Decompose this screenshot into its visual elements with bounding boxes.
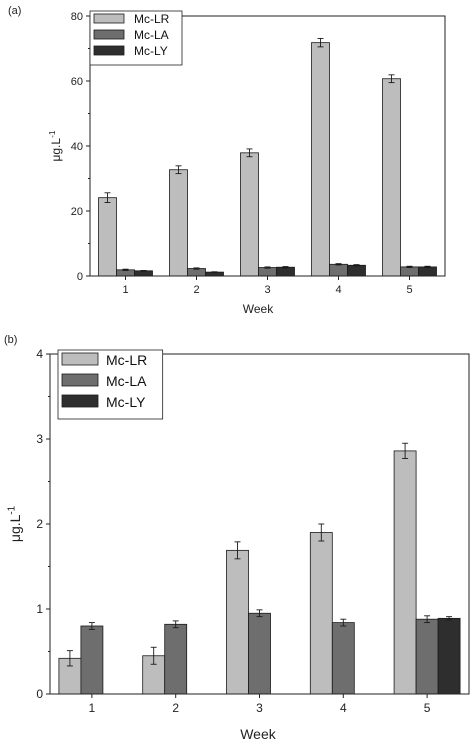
bar-mc-la-week-5 — [400, 266, 419, 277]
error-bar-mc-la-week-1 — [88, 622, 95, 630]
bar-mc-ly-week-3 — [276, 266, 295, 277]
error-bar-mc-lr-week-4 — [318, 523, 325, 542]
error-bar-mc-ly-week-4 — [353, 264, 360, 267]
bar-mc-ly-week-5 — [418, 266, 437, 277]
bar-mc-lr-week-2 — [169, 169, 188, 277]
error-bar-mc-la-week-3 — [264, 266, 271, 269]
y-axis-title-unit: μg.L — [7, 514, 23, 542]
error-bar-mc-lr-week-2 — [175, 165, 182, 175]
error-bar-mc-la-week-2 — [193, 267, 200, 270]
legend-label-mc-lr: Mc-LR — [134, 12, 170, 26]
bar-mc-lr-week-1 — [98, 197, 117, 277]
error-bar-mc-ly-week-1 — [140, 270, 147, 272]
bar-mc-lr-week-3 — [226, 549, 249, 695]
bar-mc-la-week-3 — [248, 612, 271, 695]
legend-label-mc-la: Mc-LA — [106, 373, 147, 389]
error-bar-mc-lr-week-3 — [246, 148, 253, 158]
error-bar-mc-la-week-4 — [340, 618, 347, 627]
legend-swatch-mc-lr — [93, 13, 125, 24]
error-bar-mc-la-week-5 — [406, 265, 413, 268]
y-tick-label: 0 — [36, 687, 43, 701]
y-tick-label: 2 — [36, 517, 43, 531]
y-tick-label: 60 — [71, 76, 83, 88]
legend-swatch-mc-ly — [93, 45, 125, 56]
error-bar-mc-ly-week-5 — [446, 616, 453, 621]
y-tick-label: 0 — [77, 271, 83, 283]
bar-mc-la-week-5 — [415, 618, 439, 695]
x-tick-label: 2 — [193, 284, 199, 296]
error-bar-mc-la-week-5 — [424, 615, 431, 624]
legend-label-mc-ly: Mc-LY — [106, 394, 146, 410]
error-bar-mc-la-week-1 — [122, 268, 129, 271]
x-tick-label: 5 — [424, 701, 431, 715]
error-bar-mc-lr-week-4 — [317, 37, 324, 48]
bar-mc-la-week-2 — [187, 268, 206, 277]
bar-mc-lr-week-4 — [309, 532, 333, 695]
y-axis-title-unit: μg.L — [49, 138, 63, 162]
panel-label: (a) — [8, 5, 21, 17]
error-bar-mc-lr-week-5 — [388, 74, 395, 84]
error-bar-mc-ly-week-2 — [211, 271, 218, 273]
chart-panel-a: (a) 0 20 40 60 80 1 2 3 4 5 Week μg.L-1 Mc-LR Mc-LA Mc-… — [0, 0, 474, 330]
y-tick-label: 4 — [36, 347, 43, 361]
error-bar-mc-lr-week-2 — [150, 646, 157, 665]
x-tick-label: 4 — [340, 701, 347, 715]
chart-b-svg: (b) 0 1 2 3 4 1 2 3 4 5 Week μg.L-1 Mc-LR Mc-LA Mc-LY — [4, 334, 470, 742]
legend-swatch-mc-la — [61, 373, 99, 387]
chart-panel-b: (b) 0 1 2 3 4 1 2 3 4 5 Week μg.L-1 Mc-LR Mc-LA Mc-LY — [0, 330, 474, 746]
y-axis-title-superscript: -1 — [6, 506, 17, 515]
bar-mc-la-week-2 — [164, 623, 188, 695]
error-bar-mc-ly-week-3 — [282, 266, 289, 269]
error-bar-mc-la-week-4 — [335, 263, 342, 266]
y-axis-title-superscript: -1 — [47, 130, 57, 138]
x-tick-label: 4 — [335, 284, 341, 296]
bar-mc-ly-week-4 — [347, 264, 366, 277]
error-bar-mc-ly-week-5 — [424, 265, 431, 268]
y-axis-title: μg.L-1 — [6, 506, 23, 542]
x-tick-label: 3 — [256, 701, 263, 715]
error-bar-mc-lr-week-1 — [104, 192, 111, 204]
error-bar-mc-la-week-3 — [256, 609, 263, 618]
error-bar-mc-lr-week-3 — [234, 541, 241, 560]
error-bar-mc-lr-week-5 — [402, 442, 409, 460]
x-tick-label: 2 — [172, 701, 179, 715]
legend-label-mc-lr: Mc-LR — [106, 352, 147, 368]
chart-a-svg: (a) 0 20 40 60 80 1 2 3 4 5 Week μg.L-1 Mc-LR Mc-LA Mc-… — [8, 5, 446, 316]
legend-label-mc-la: Mc-LA — [134, 28, 169, 42]
y-tick-label: 40 — [71, 141, 83, 153]
y-axis-title: μg.L-1 — [47, 130, 63, 161]
y-tick-label: 20 — [71, 206, 83, 218]
bar-mc-ly-week-5 — [437, 617, 461, 695]
legend-label-mc-ly: Mc-LY — [134, 44, 168, 58]
bar-mc-lr-week-5 — [393, 450, 417, 695]
error-bar-mc-lr-week-1 — [66, 650, 73, 667]
bar-mc-la-week-3 — [258, 267, 277, 277]
error-bar-mc-la-week-2 — [172, 620, 179, 629]
x-tick-label: 1 — [122, 284, 128, 296]
bar-mc-lr-week-3 — [240, 152, 259, 277]
y-tick-label: 80 — [71, 11, 83, 23]
y-tick-label: 1 — [36, 602, 43, 616]
x-axis-title: Week — [240, 726, 277, 742]
x-tick-label: 5 — [406, 284, 412, 296]
x-tick-label: 1 — [89, 701, 96, 715]
panel-label: (b) — [4, 334, 17, 346]
bar-mc-lr-week-4 — [311, 42, 330, 277]
legend-swatch-mc-la — [93, 29, 125, 40]
bar-mc-la-week-4 — [329, 263, 348, 277]
legend-swatch-mc-ly — [61, 394, 99, 408]
bar-mc-la-week-1 — [80, 625, 104, 695]
legend-swatch-mc-lr — [61, 352, 99, 366]
x-tick-label: 3 — [264, 284, 270, 296]
bar-mc-la-week-4 — [331, 622, 355, 695]
y-tick-label: 3 — [36, 432, 43, 446]
bar-mc-lr-week-5 — [382, 78, 401, 277]
x-axis-title: Week — [243, 302, 274, 316]
bar-mc-ly-week-1 — [134, 270, 153, 277]
